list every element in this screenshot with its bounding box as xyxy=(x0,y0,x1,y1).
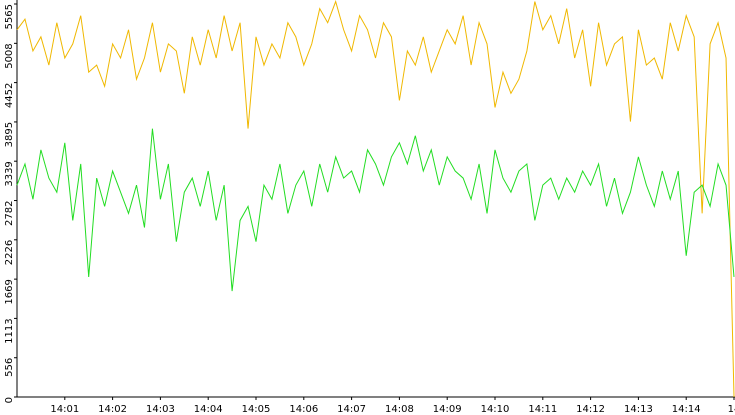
x-tick-label: 14:10 xyxy=(481,404,510,415)
y-tick-label: 1113 xyxy=(4,318,15,343)
x-tick-label: 14:08 xyxy=(385,404,414,415)
x-tick-label: 14:06 xyxy=(289,404,318,415)
series-line xyxy=(16,128,735,292)
x-tick-label: 14:02 xyxy=(98,404,127,415)
x-tick-label: 14:01 xyxy=(50,404,79,415)
x-tick-label: 14:14 xyxy=(672,404,701,415)
y-tick-label: 2226 xyxy=(4,240,15,265)
x-tick-label: 14:11 xyxy=(528,404,557,415)
x-tick-label: 14:09 xyxy=(433,404,462,415)
x-tick-label: 14:03 xyxy=(146,404,175,415)
x-tick-label: 14:07 xyxy=(337,404,366,415)
y-tick-label: 5008 xyxy=(4,43,15,68)
x-tick-label: 14 xyxy=(728,404,735,415)
y-tick-label: 1669 xyxy=(4,279,15,304)
x-tick-label: 14:04 xyxy=(194,404,223,415)
y-tick-label: 556 xyxy=(4,358,15,377)
y-tick-label: 0 xyxy=(4,397,15,403)
x-tick-label: 14:05 xyxy=(242,404,271,415)
y-tick-label: 4452 xyxy=(4,83,15,108)
series-line xyxy=(16,0,735,398)
y-tick-label: 3339 xyxy=(4,161,15,186)
y-tick-label: 5565 xyxy=(4,4,15,29)
y-tick-label: 3895 xyxy=(4,122,15,147)
y-tick-label: 2782 xyxy=(4,201,15,226)
x-tick-label: 14:13 xyxy=(624,404,653,415)
x-tick-label: 14:12 xyxy=(576,404,605,415)
